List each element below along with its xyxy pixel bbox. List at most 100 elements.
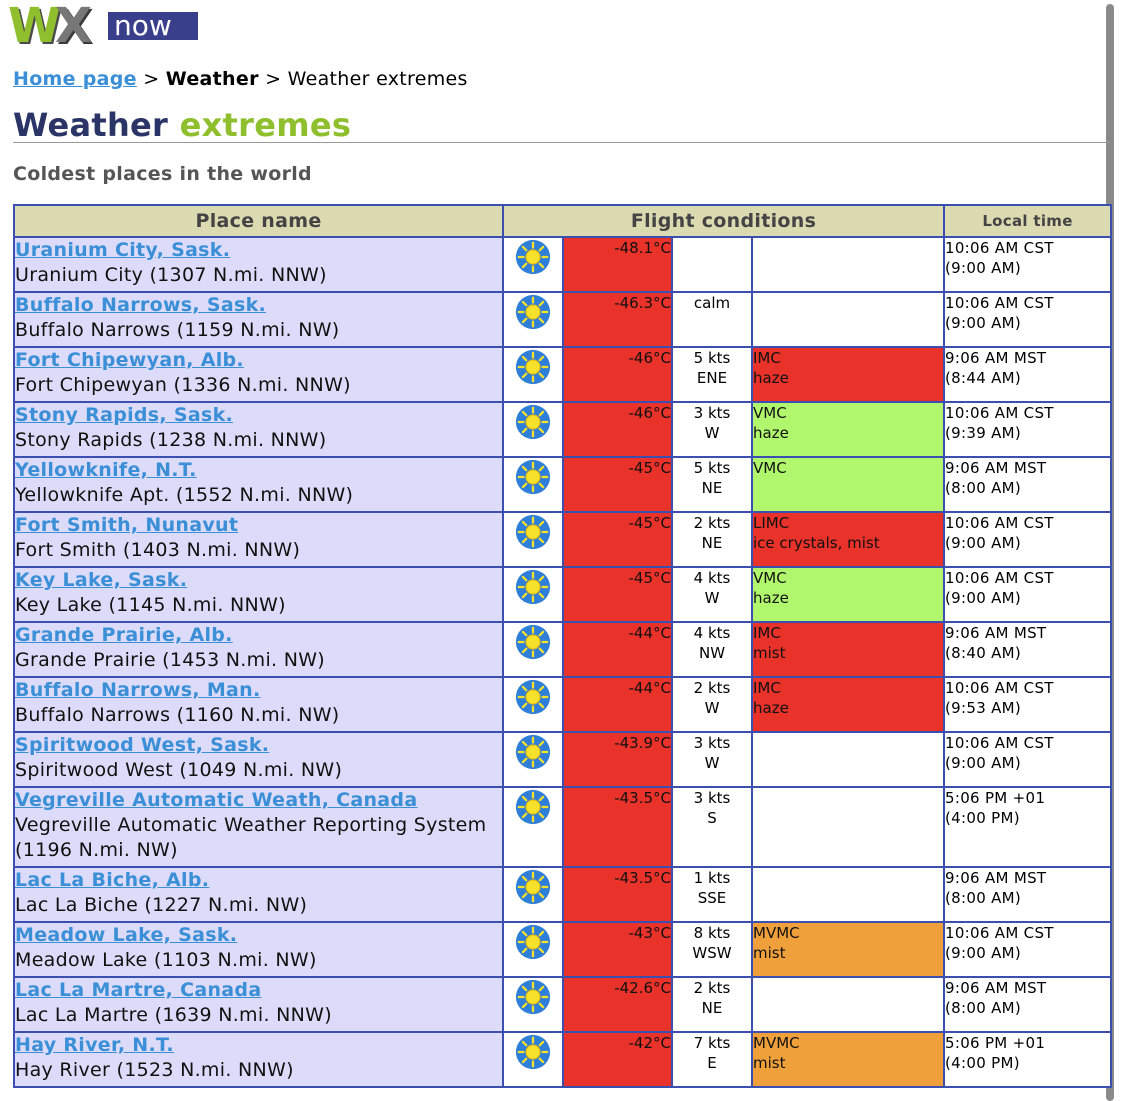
weather-icon-cell: [502, 786, 564, 868]
place-link[interactable]: Key Lake, Sask.: [15, 569, 188, 591]
place-link[interactable]: Fort Smith, Nunavut: [15, 514, 239, 536]
place-link[interactable]: Grande Prairie, Alb.: [15, 624, 233, 646]
logo-w: W: [8, 0, 61, 54]
sun-icon: [514, 459, 552, 496]
place-cell: Spiritwood West, Sask. Spiritwood West (1…: [13, 731, 504, 788]
observation-time: (9:00 AM): [945, 754, 1022, 772]
place-link[interactable]: Uranium City, Sask.: [15, 239, 231, 261]
weather-phenomena: haze: [753, 424, 789, 442]
place-distance: Vegreville Automatic Weather Reporting S…: [15, 814, 487, 861]
local-time: 10:06 AM CST: [945, 294, 1054, 312]
wind-cell: 3 kts W: [671, 731, 753, 788]
wind-speed: 7 kts: [693, 1034, 731, 1052]
wind-direction: W: [704, 424, 720, 442]
breadcrumb-separator: >: [136, 68, 166, 90]
sun-icon: [514, 404, 552, 441]
place-cell: Vegreville Automatic Weath, Canada Vegrev…: [13, 786, 504, 868]
wind-direction: NE: [701, 479, 723, 497]
wind-speed: 2 kts: [693, 979, 731, 997]
local-time: 9:06 AM MST: [945, 979, 1047, 997]
temperature: -46°C: [562, 346, 673, 403]
place-link[interactable]: Lac La Martre, Canada: [15, 979, 262, 1001]
wind-direction: ENE: [696, 369, 728, 387]
header-flight-conditions: Flight conditions: [502, 204, 945, 238]
local-time: 9:06 AM MST: [945, 624, 1047, 642]
local-time-cell: 9:06 AM MST (8:00 AM): [943, 456, 1112, 513]
flight-condition-cell: [751, 866, 945, 923]
place-link[interactable]: Stony Rapids, Sask.: [15, 404, 234, 426]
local-time: 9:06 AM MST: [945, 349, 1047, 367]
weather-icon-cell: [502, 976, 564, 1033]
local-time: 10:06 AM CST: [945, 239, 1054, 257]
observation-time: (9:53 AM): [945, 699, 1022, 717]
flight-condition-cell: VMC haze: [751, 401, 945, 458]
local-time-cell: 10:06 AM CST (9:39 AM): [943, 401, 1112, 458]
temperature: -42.6°C: [562, 976, 673, 1033]
place-cell: Yellowknife, N.T. Yellowknife Apt. (1552 …: [13, 456, 504, 513]
local-time: 9:06 AM MST: [945, 459, 1047, 477]
place-link[interactable]: Fort Chipewyan, Alb.: [15, 349, 244, 371]
weather-phenomena: mist: [753, 644, 786, 662]
wind-direction: WSW: [692, 944, 732, 962]
weather-icon-cell: [502, 731, 564, 788]
local-time-cell: 10:06 AM CST (9:00 AM): [943, 291, 1112, 348]
logo-wx: WX: [8, 0, 92, 54]
temperature: -45°C: [562, 456, 673, 513]
breadcrumb: Home page > Weather > Weather extremes: [13, 66, 468, 92]
local-time-cell: 10:06 AM CST (9:00 AM): [943, 566, 1112, 623]
flight-condition-cell: MVMC mist: [751, 921, 945, 978]
temperature: -44°C: [562, 676, 673, 733]
weather-icon-cell: [502, 291, 564, 348]
sun-icon: [514, 624, 552, 661]
wind-speed: 2 kts: [693, 679, 731, 697]
place-distance: Lac La Biche (1227 N.mi. NW): [15, 894, 308, 916]
flight-category: IMC: [753, 349, 781, 367]
place-link[interactable]: Yellowknife, N.T.: [15, 459, 197, 481]
place-link[interactable]: Hay River, N.T.: [15, 1034, 174, 1056]
flight-category: VMC: [753, 459, 787, 477]
place-distance: Fort Chipewyan (1336 N.mi. NNW): [15, 374, 351, 396]
breadcrumb-section: Weather: [165, 68, 259, 90]
flight-category: MVMC: [753, 924, 800, 942]
place-cell: Meadow Lake, Sask. Meadow Lake (1103 N.mi…: [13, 921, 504, 978]
temperature: -46.3°C: [562, 291, 673, 348]
place-link[interactable]: Buffalo Narrows, Sask.: [15, 294, 267, 316]
place-distance: Fort Smith (1403 N.mi. NNW): [15, 539, 301, 561]
wind-direction: W: [704, 699, 720, 717]
local-time-cell: 5:06 PM +01 (4:00 PM): [943, 786, 1112, 868]
temperature: -45°C: [562, 566, 673, 623]
sun-icon: [514, 979, 552, 1016]
weather-phenomena: mist: [753, 1054, 786, 1072]
place-link[interactable]: Meadow Lake, Sask.: [15, 924, 238, 946]
weather-icon-cell: [502, 921, 564, 978]
table-row: Lac La Martre, Canada Lac La Martre (1639…: [13, 976, 1112, 1033]
place-link[interactable]: Spiritwood West, Sask.: [15, 734, 270, 756]
place-link[interactable]: Buffalo Narrows, Man.: [15, 679, 261, 701]
weather-icon-cell: [502, 676, 564, 733]
flight-condition-cell: IMC haze: [751, 346, 945, 403]
place-cell: Uranium City, Sask. Uranium City (1307 N.…: [13, 236, 504, 293]
temperature: -43.5°C: [562, 866, 673, 923]
coldest-places-table: Place name Flight conditions Local time …: [13, 204, 1112, 1088]
sun-icon: [514, 789, 552, 826]
wind-cell: 5 kts NE: [671, 456, 753, 513]
observation-time: (9:39 AM): [945, 424, 1022, 442]
breadcrumb-home-link[interactable]: Home page: [13, 68, 137, 90]
page-title-part2: extremes: [179, 106, 352, 144]
place-link[interactable]: Vegreville Automatic Weath, Canada: [15, 789, 418, 811]
place-link[interactable]: Lac La Biche, Alb.: [15, 869, 210, 891]
observation-time: (9:00 AM): [945, 259, 1022, 277]
table-row: Hay River, N.T. Hay River (1523 N.mi. NNW…: [13, 1031, 1112, 1088]
place-distance: Key Lake (1145 N.mi. NNW): [15, 594, 286, 616]
weather-icon-cell: [502, 236, 564, 293]
place-distance: Stony Rapids (1238 N.mi. NNW): [15, 429, 327, 451]
local-time-cell: 9:06 AM MST (8:40 AM): [943, 621, 1112, 678]
weather-phenomena: haze: [753, 699, 789, 717]
table-row: Buffalo Narrows, Man. Buffalo Narrows (11…: [13, 676, 1112, 733]
header-place-name: Place name: [13, 204, 504, 238]
sun-icon: [514, 294, 552, 331]
local-time-cell: 9:06 AM MST (8:44 AM): [943, 346, 1112, 403]
wind-speed: 3 kts: [693, 789, 731, 807]
wxnow-logo[interactable]: WX now: [8, 0, 198, 54]
sun-icon: [514, 514, 552, 551]
